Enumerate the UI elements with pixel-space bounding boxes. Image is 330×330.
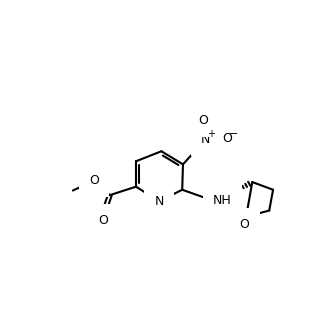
Text: O: O xyxy=(99,214,109,227)
Text: O: O xyxy=(198,114,208,127)
Text: N: N xyxy=(201,133,210,146)
Text: O: O xyxy=(240,218,249,231)
Text: NH: NH xyxy=(213,194,232,207)
Text: −: − xyxy=(229,129,239,139)
Text: O: O xyxy=(89,174,99,187)
Text: +: + xyxy=(207,129,215,139)
Text: N: N xyxy=(154,195,164,208)
Text: O: O xyxy=(222,132,232,145)
